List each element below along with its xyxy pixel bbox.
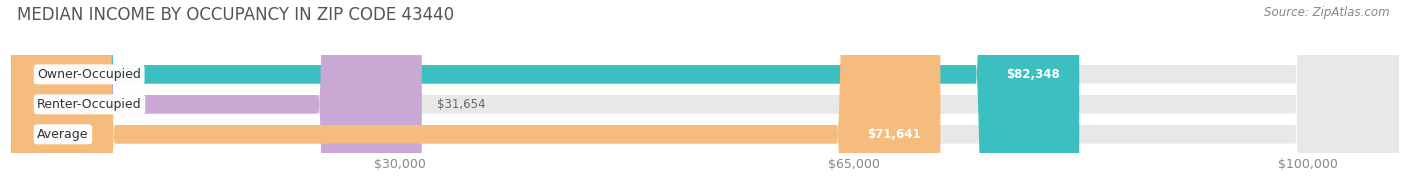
Text: Average: Average [37,128,89,141]
FancyBboxPatch shape [11,0,1399,196]
FancyBboxPatch shape [11,0,1399,196]
Text: $71,641: $71,641 [868,128,921,141]
Text: Renter-Occupied: Renter-Occupied [37,98,142,111]
FancyBboxPatch shape [11,0,1080,196]
FancyBboxPatch shape [11,0,1399,196]
Text: Source: ZipAtlas.com: Source: ZipAtlas.com [1264,6,1389,19]
FancyBboxPatch shape [11,0,422,196]
Text: MEDIAN INCOME BY OCCUPANCY IN ZIP CODE 43440: MEDIAN INCOME BY OCCUPANCY IN ZIP CODE 4… [17,6,454,24]
Text: $82,348: $82,348 [1007,68,1060,81]
FancyBboxPatch shape [11,0,941,196]
Text: Owner-Occupied: Owner-Occupied [37,68,141,81]
Text: $31,654: $31,654 [437,98,486,111]
